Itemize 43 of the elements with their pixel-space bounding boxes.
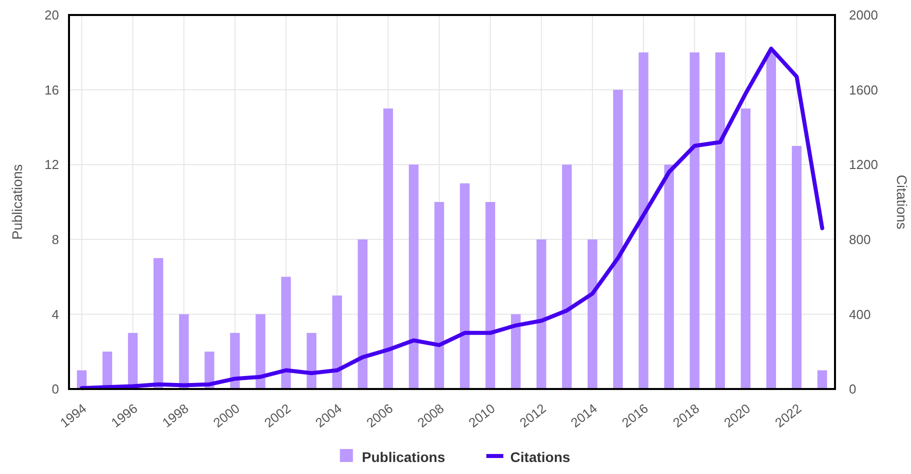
bar	[740, 108, 750, 389]
legend-label: Publications	[362, 449, 446, 465]
bar	[179, 314, 189, 389]
bar	[638, 52, 648, 389]
bar	[510, 314, 521, 389]
y2-tick-label: 400	[849, 306, 871, 322]
y-tick-label: 0	[52, 382, 59, 397]
y2-tick-label: 800	[849, 232, 871, 247]
y2-tick-label: 1600	[849, 82, 878, 98]
bar	[434, 202, 444, 389]
bar	[690, 52, 700, 389]
y-tick-label: 12	[44, 157, 59, 172]
y2-tick-label: 0	[849, 382, 856, 397]
line-series	[80, 46, 824, 390]
bar	[817, 370, 828, 389]
bar	[154, 258, 164, 389]
y-tick-label: 16	[44, 82, 59, 98]
bar	[613, 90, 623, 389]
bar	[281, 276, 291, 389]
y-tick-label: 4	[52, 306, 59, 322]
bar	[408, 164, 419, 389]
bar	[332, 296, 342, 389]
y2-axis-title: Citations	[894, 174, 910, 230]
bar	[715, 52, 725, 389]
bar	[256, 314, 266, 389]
bar	[358, 239, 368, 389]
bar	[766, 52, 776, 389]
y-axis-title: Publications	[9, 164, 25, 240]
bar	[588, 239, 598, 389]
bar	[485, 202, 496, 389]
y2-tick-label: 2000	[849, 8, 878, 23]
bar	[383, 108, 394, 389]
y2-tick-label: 1200	[849, 157, 878, 172]
bar	[230, 332, 240, 389]
y-tick-label: 20	[44, 8, 59, 23]
bar	[664, 164, 674, 389]
y-tick-label: 8	[52, 232, 59, 247]
bar	[460, 183, 470, 389]
legend-label: Citations	[510, 449, 570, 465]
bar	[792, 146, 802, 389]
bar	[562, 164, 572, 389]
bar	[306, 332, 316, 389]
bar	[536, 239, 546, 389]
